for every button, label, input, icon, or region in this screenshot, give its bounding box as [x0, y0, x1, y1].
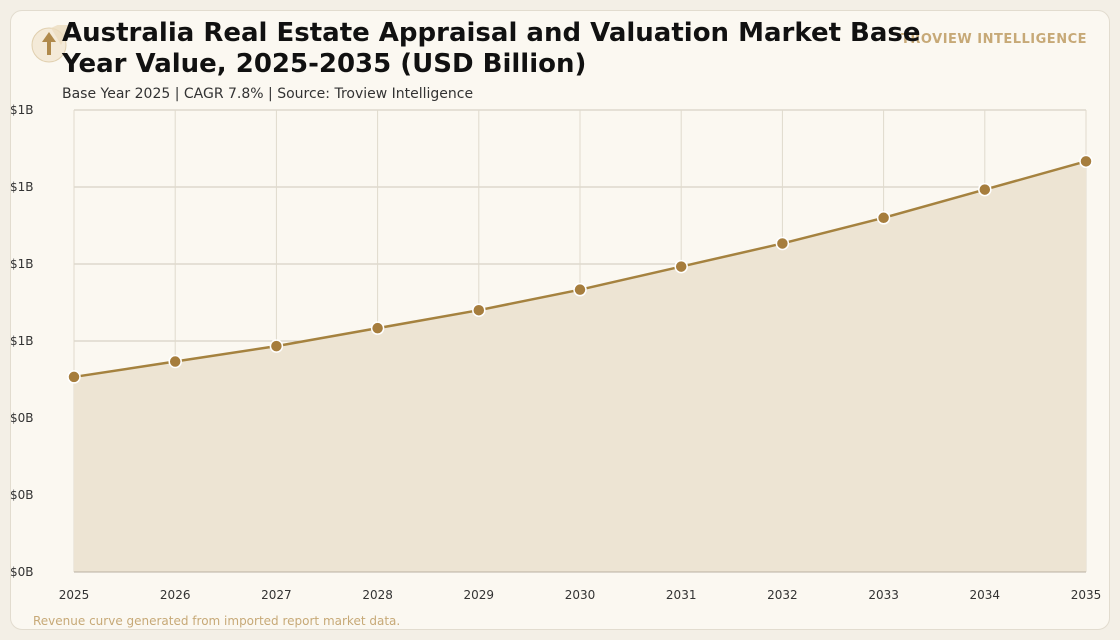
y-tick-label: $0B — [10, 411, 34, 425]
x-tick-label: 2035 — [1071, 588, 1102, 602]
x-tick-label: 2027 — [261, 588, 292, 602]
y-tick-label: $1B — [10, 334, 34, 348]
data-point — [876, 211, 891, 225]
x-tick-label: 2031 — [666, 588, 697, 602]
brand-label: TROVIEW INTELLIGENCE — [901, 32, 1087, 47]
x-tick-label: 2033 — [868, 588, 899, 602]
data-point — [1079, 154, 1093, 169]
chart-subtitle: Base Year 2025 | CAGR 7.8% | Source: Tro… — [62, 86, 474, 102]
chart-title: Australia Real Estate Appraisal and Valu… — [62, 18, 921, 79]
y-tick-label: $1B — [10, 257, 34, 271]
data-point — [674, 259, 688, 274]
x-tick-label: 2029 — [464, 588, 495, 602]
y-tick-label: $0B — [10, 488, 34, 502]
upward-arrow-icon — [31, 25, 71, 63]
x-tick-label: 2025 — [59, 588, 90, 602]
y-tick-label: $1B — [10, 103, 34, 117]
data-point — [269, 339, 284, 353]
footnote: Revenue curve generated from imported re… — [33, 614, 401, 628]
x-tick-label: 2032 — [767, 588, 798, 602]
x-tick-label: 2034 — [970, 588, 1001, 602]
x-tick-label: 2028 — [362, 588, 393, 602]
data-point — [67, 370, 81, 384]
data-point — [978, 182, 992, 197]
y-tick-label: $0B — [10, 565, 34, 579]
data-point — [168, 354, 182, 369]
data-point — [775, 236, 790, 251]
area-fill — [74, 161, 1086, 573]
x-tick-label: 2026 — [160, 588, 191, 602]
y-tick-label: $1B — [10, 180, 34, 194]
data-point — [472, 303, 486, 317]
data-point — [573, 282, 587, 297]
x-tick-label: 2030 — [565, 588, 596, 602]
data-point — [370, 321, 385, 335]
